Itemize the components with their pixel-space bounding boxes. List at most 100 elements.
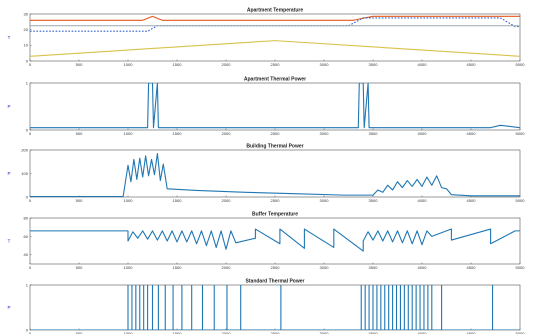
- x-tick-label: 5000: [516, 131, 526, 136]
- x-tick-label: 3000: [320, 131, 330, 136]
- series-line-1: [30, 152, 520, 197]
- chart-title: Apartment Thermal Power: [244, 77, 306, 83]
- y-tick-label: 0: [26, 127, 29, 132]
- x-tick-label: 500: [76, 62, 83, 67]
- y-tick-label: 0: [26, 327, 29, 332]
- y-tick-label: 1: [26, 282, 29, 287]
- y-tick-label: 100: [21, 171, 28, 176]
- x-tick-label: 4000: [418, 331, 428, 334]
- y-tick-label: 60: [24, 234, 29, 239]
- y-axis-label: P: [7, 305, 10, 310]
- x-tick-label: 2500: [271, 198, 281, 203]
- x-tick-label: 0: [29, 265, 32, 270]
- x-tick-label: 1500: [173, 131, 183, 136]
- y-tick-label: 80: [24, 215, 29, 220]
- chart-title: Buffer Temperature: [252, 212, 298, 218]
- x-tick-label: 2000: [222, 331, 232, 334]
- chart-panel-4: Buffer Temperature T 0 500 1000 1500 2000 2500 3…: [8, 212, 526, 271]
- x-tick-label: 3500: [369, 62, 379, 67]
- y-axis-label: P: [7, 104, 10, 109]
- series-group: [30, 285, 520, 330]
- x-tick-label: 5000: [516, 265, 526, 270]
- x-tick-label: 500: [76, 331, 83, 334]
- plot-area: [29, 13, 521, 62]
- x-tick-label: 1500: [173, 62, 183, 67]
- x-tick-label: 500: [76, 131, 83, 136]
- chart-title: Apartment Temperature: [247, 8, 304, 14]
- series-group: [30, 15, 520, 57]
- x-tick-label: 3000: [320, 198, 330, 203]
- x-tick-label: 3500: [369, 265, 379, 270]
- y-tick-label: 10: [24, 43, 29, 48]
- x-tick-label: 3000: [320, 265, 330, 270]
- chart-panel-2: Apartment Thermal Power P 0 500 1000 1500 2000…: [7, 77, 525, 137]
- chart-panel-1: Apartment Temperature T 0 500 1000 1500 2000 25…: [8, 8, 526, 68]
- x-tick-label: 1000: [124, 131, 134, 136]
- x-tick-label: 2500: [271, 62, 281, 67]
- series-group: [30, 228, 520, 252]
- x-tick-label: 1500: [173, 265, 183, 270]
- x-tick-label: 1000: [124, 265, 134, 270]
- x-tick-label: 3500: [369, 331, 379, 334]
- x-tick-label: 5000: [516, 331, 526, 334]
- x-tick-label: 5000: [516, 198, 526, 203]
- x-tick-label: 1000: [124, 62, 134, 67]
- x-tick-label: 500: [76, 265, 83, 270]
- chart-title: Standard Thermal Power: [246, 279, 305, 285]
- x-tick-label: 4500: [467, 62, 477, 67]
- x-tick-label: 2500: [271, 331, 281, 334]
- series-line-1: [30, 228, 520, 252]
- y-tick-label: 30: [24, 11, 29, 16]
- x-tick-label: 0: [29, 331, 32, 334]
- x-tick-label: 3500: [369, 131, 379, 136]
- x-tick-label: 4500: [467, 265, 477, 270]
- plot-area: [29, 82, 521, 131]
- series-line-2: [30, 17, 520, 32]
- series-line-1: [30, 83, 520, 129]
- y-tick-label: 1: [26, 80, 29, 85]
- x-tick-label: 0: [29, 62, 32, 67]
- series-group: [30, 83, 520, 129]
- x-tick-label: 2500: [271, 131, 281, 136]
- y-tick-label: 200: [21, 147, 28, 152]
- x-tick-label: 4500: [467, 131, 477, 136]
- chart-title: Building Thermal Power: [246, 144, 303, 150]
- x-tick-label: 3000: [320, 62, 330, 67]
- plot-area: [29, 284, 521, 331]
- x-tick-label: 2000: [222, 62, 232, 67]
- series-group: [30, 152, 520, 197]
- x-tick-label: 4500: [467, 198, 477, 203]
- series-line-4: [30, 40, 520, 57]
- x-tick-label: 4000: [418, 265, 428, 270]
- x-tick-label: 4000: [418, 198, 428, 203]
- y-tick-label: 20: [24, 27, 29, 32]
- x-tick-label: 0: [29, 198, 32, 203]
- x-tick-label: 5000: [516, 62, 526, 67]
- y-axis-label: P: [7, 171, 10, 176]
- y-tick-label: 40: [24, 252, 29, 257]
- x-tick-label: 4000: [418, 131, 428, 136]
- plot-area: [29, 149, 521, 198]
- x-tick-label: 2000: [222, 265, 232, 270]
- x-tick-label: 3000: [320, 331, 330, 334]
- x-tick-label: 4000: [418, 62, 428, 67]
- x-tick-label: 2500: [271, 265, 281, 270]
- y-tick-label: 0: [26, 58, 29, 63]
- y-axis-label: T: [8, 35, 11, 40]
- x-tick-label: 0: [29, 131, 32, 136]
- y-axis-label: T: [8, 239, 11, 244]
- chart-panel-5: Standard Thermal Power P 0 500 1000 1500 2000 2…: [7, 279, 525, 334]
- x-tick-label: 1000: [124, 331, 134, 334]
- x-tick-label: 1000: [124, 198, 134, 203]
- x-tick-label: 4500: [467, 331, 477, 334]
- x-tick-label: 3500: [369, 198, 379, 203]
- x-tick-label: 2000: [222, 198, 232, 203]
- x-tick-label: 1500: [173, 331, 183, 334]
- x-tick-label: 1500: [173, 198, 183, 203]
- y-tick-label: 0: [26, 194, 29, 199]
- x-tick-label: 2000: [222, 131, 232, 136]
- series-line-1: [30, 15, 520, 21]
- x-tick-label: 500: [76, 198, 83, 203]
